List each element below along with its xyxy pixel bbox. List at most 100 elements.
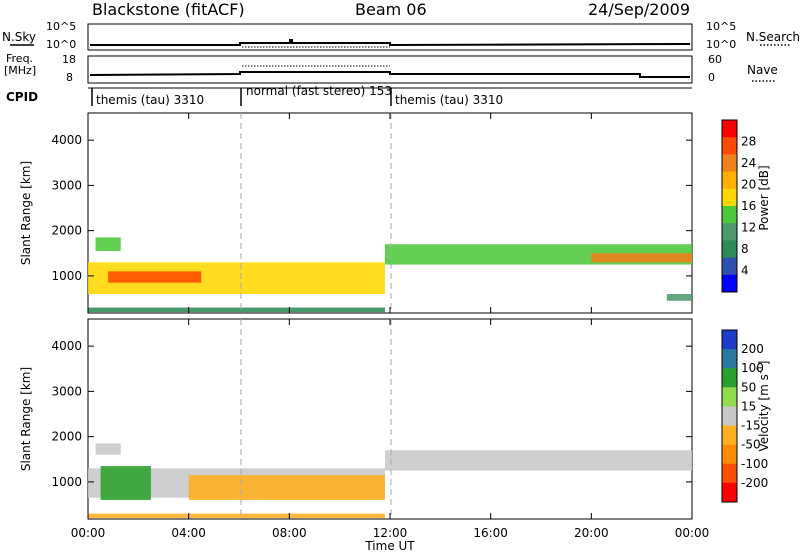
power-colorbar: 28 24 20 16 12 8 4: [721, 119, 756, 293]
velocity-region-1: [100, 466, 151, 500]
nsearch-tick-bottom: 10^0: [706, 38, 736, 51]
cpid-label: CPID: [6, 90, 38, 104]
power-region-2: [95, 237, 121, 252]
velocity-panel: 1000 2000 3000 4000 Slant Range [km]: [19, 318, 693, 520]
velocity-colorbar: 200 100 50 15 -15 -50 -100 -200: [721, 329, 768, 503]
velocity-region-2: [188, 475, 385, 500]
x-axis-ticks: 00:00 04:00 08:00 12:00 16:00 20:00 00:00: [71, 113, 710, 540]
power-y-ticks: 1000 2000 3000 4000: [51, 133, 692, 283]
velocity-cbar-swatch-7: [722, 463, 737, 484]
power-cbar-swatch-4: [722, 188, 737, 207]
cpid-segment-3: themis (tau) 3310: [395, 93, 503, 107]
velocity-ytick-label-3: 4000: [51, 339, 82, 353]
beam-label: Beam 06: [355, 0, 427, 19]
velocity-colorbar-title-main: Velocity [m s: [757, 374, 771, 451]
power-cbar-tick-2: 20: [741, 178, 756, 192]
date-label: 24/Sep/2009: [588, 0, 690, 19]
power-ytick-label-1: 2000: [51, 224, 82, 238]
velocity-region-3: [95, 443, 121, 455]
velocity-cbar-tick-7: -200: [741, 476, 768, 490]
xtick-label-2: 08:00: [272, 526, 307, 540]
power-cbar-tick-5: 8: [741, 242, 749, 256]
power-cbar-swatch-7: [722, 240, 737, 259]
velocity-ytick-label-2: 3000: [51, 384, 82, 398]
freq-tick-bottom: 8: [66, 71, 73, 84]
power-region-6: [666, 293, 692, 301]
velocity-cbar-tick-1: 100: [741, 361, 764, 375]
xtick-label-3: 12:00: [373, 526, 408, 540]
power-cbar-frame: [721, 119, 738, 293]
velocity-cbar-swatch-3: [722, 387, 737, 407]
velocity-cbar-swatch-8: [722, 482, 737, 503]
velocity-cbar-swatch-1: [722, 349, 737, 369]
velocity-cbar-tick-2: 50: [741, 380, 756, 394]
cpid-segment-2: normal (fast stereo) 153: [246, 84, 392, 98]
power-cbar-swatch-3: [722, 171, 737, 190]
velocity-cbar-tick-5: -50: [741, 438, 761, 452]
freq-strip-frame: [87, 55, 693, 84]
xtick-label-1: 04:00: [171, 526, 206, 540]
power-colorbar-title: Power [dB]: [757, 165, 771, 230]
nsky-tick-top: 10^5: [46, 20, 76, 33]
velocity-cbar-swatch-6: [722, 444, 737, 465]
nsearch-label: N.Search: [746, 30, 800, 44]
power-ylabel: Slant Range [km]: [19, 161, 33, 265]
nsky-trace: [90, 39, 691, 47]
freq-trace: [89, 71, 690, 78]
power-cbar-swatch-5: [722, 206, 737, 224]
power-cbar-swatch-2: [722, 154, 737, 173]
radar-title: Blackstone (fitACF): [92, 0, 245, 19]
power-cbar-tick-1: 24: [741, 156, 756, 170]
cpid-segment-1: themis (tau) 3310: [96, 93, 204, 107]
velocity-ytick-label-1: 2000: [51, 430, 82, 444]
power-data-layer: [88, 237, 692, 313]
velocity-ytick-label-0: 1000: [51, 475, 82, 489]
nave-tick-bottom: 0: [708, 71, 715, 84]
velocity-region-4: [384, 450, 692, 471]
nsky-strip-frame: [87, 23, 693, 51]
velocity-cbar-swatch-0: [722, 330, 737, 350]
nsky-tick-bottom: 10^0: [46, 38, 76, 51]
power-ytick-label-2: 3000: [51, 178, 82, 192]
velocity-cbar-tick-3: 15: [741, 399, 756, 413]
xtick-label-5: 20:00: [574, 526, 609, 540]
nsky-label: N.Sky: [2, 30, 36, 44]
freq-tick-top: 18: [62, 53, 76, 66]
power-cbar-swatch-1: [722, 137, 737, 155]
velocity-cbar-frame: [721, 329, 738, 503]
power-cbar-swatch-6: [722, 223, 737, 241]
velocity-cbar-tick-6: -100: [741, 457, 768, 471]
velocity-colorbar-title-exp: -1: [756, 365, 766, 374]
power-cbar-tick-6: 4: [741, 264, 749, 278]
power-cbar-swatch-9: [722, 274, 737, 293]
velocity-cbar-swatch-4: [722, 406, 737, 427]
velocity-colorbar-title-end: ]: [757, 361, 771, 366]
power-cbar-swatch-8: [722, 257, 737, 276]
velocity-y-ticks: 1000 2000 3000 4000: [51, 339, 692, 489]
power-region-5: [591, 253, 692, 263]
power-cbar-swatch-0: [722, 120, 737, 138]
freq-label-line2: [MHz]: [4, 64, 36, 77]
power-ytick-label-3: 4000: [51, 133, 82, 147]
power-region-1: [108, 271, 202, 283]
velocity-colorbar-title: Velocity [m s-1]: [756, 361, 771, 452]
velocity-data-layer: [88, 443, 692, 519]
x-axis-label: Time UT: [364, 539, 415, 553]
power-panel: 1000 2000 3000 4000 Slant Range [km]: [19, 112, 693, 314]
velocity-region-5: [88, 513, 385, 519]
power-ytick-label-0: 1000: [51, 269, 82, 283]
nave-label: Nave: [747, 63, 778, 77]
power-cbar-tick-0: 28: [741, 135, 756, 149]
velocity-cbar-swatch-2: [722, 368, 737, 388]
velocity-cbar-swatch-5: [722, 425, 737, 446]
freq-label-line1: Freq.: [6, 52, 33, 65]
power-region-3: [88, 307, 385, 313]
power-cbar-tick-4: 12: [741, 221, 756, 235]
xtick-label-6: 00:00: [675, 526, 710, 540]
xtick-label-0: 00:00: [71, 526, 106, 540]
velocity-ylabel: Slant Range [km]: [19, 367, 33, 471]
nsearch-tick-top: 10^5: [706, 20, 736, 33]
velocity-cbar-tick-0: 200: [741, 342, 764, 356]
power-cbar-tick-3: 16: [741, 199, 756, 213]
